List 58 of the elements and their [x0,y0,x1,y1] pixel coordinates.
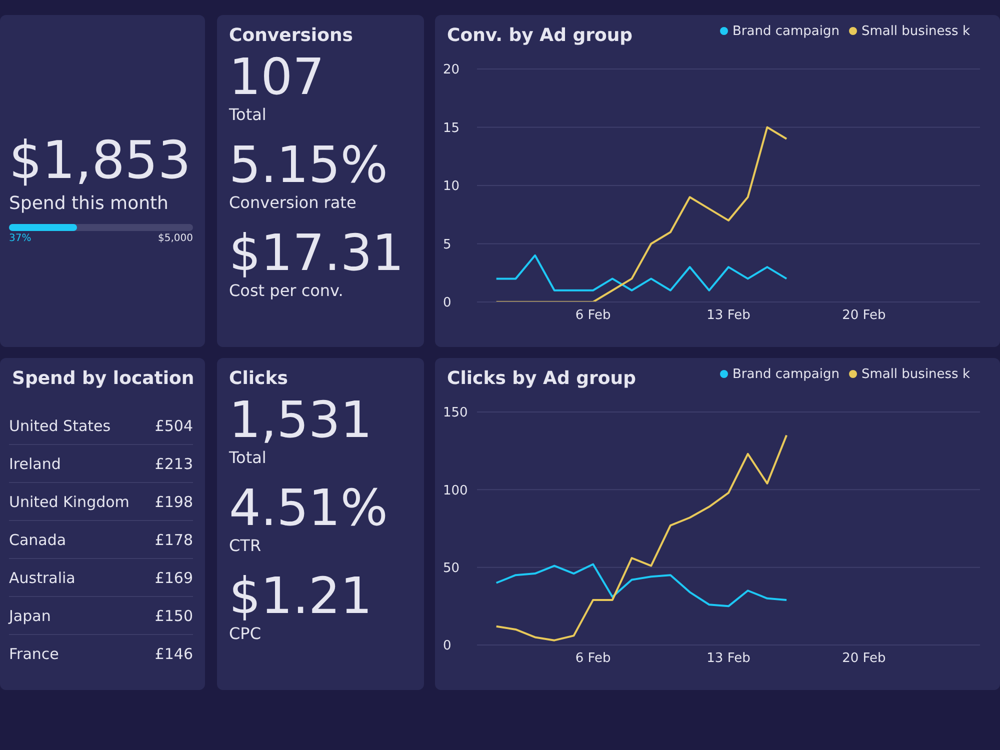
text: 5.15% [229,136,388,194]
text: Cost per conv. [229,281,344,300]
text: $1.21 [229,567,372,625]
legend-label: Small business k [861,24,970,39]
y-tick-label: 20 [443,62,460,78]
text: Conversions [229,25,353,46]
text: £213 [154,454,193,472]
text: France [9,644,59,662]
text: Ireland [9,454,61,472]
chart-title: Clicks by Ad group [447,368,636,389]
y-tick-label: 100 [443,483,468,498]
text: 37% [9,233,32,244]
line-series [495,563,788,608]
y-tick-label: 0 [443,296,452,311]
y-tick-label: 50 [443,560,460,576]
y-tick-label: 150 [443,406,468,421]
text: £169 [154,568,193,586]
text: £198 [154,492,193,510]
text: £150 [154,606,193,624]
text: 4.51% [229,479,388,537]
line-series [495,434,788,642]
line-series [495,254,788,292]
text: Conversion rate [229,193,356,212]
text: CTR [229,536,262,555]
text: Australia [9,568,76,586]
text: CPC [229,624,261,643]
text: £146 [154,644,193,662]
text: Total [229,105,266,124]
legend-label: Small business k [861,367,970,382]
x-tick-label: 20 Feb [842,651,886,666]
x-tick-label: 20 Feb [842,308,886,324]
text: 1,531 [229,391,372,449]
text: Canada [9,530,66,548]
text: Spend this month [9,193,168,214]
text: Clicks [229,368,288,389]
line-series [495,126,788,302]
text: $17.31 [229,224,404,282]
legend-label: Brand campaign [732,24,840,39]
chart-title: Conv. by Ad group [447,25,633,46]
text: $1,853 [9,131,191,191]
text: Total [229,448,266,467]
x-tick-label: 6 Feb [575,651,611,666]
y-tick-label: 10 [443,179,460,194]
text: Japan [9,606,51,624]
x-tick-label: 6 Feb [575,308,611,324]
x-tick-label: 13 Feb [706,308,750,324]
text: Spend by location [12,368,194,389]
text: United Kingdom [9,492,130,510]
text: 107 [229,48,324,106]
text: £178 [154,530,193,548]
legend-label: Brand campaign [732,367,840,382]
text: United States [9,416,111,434]
text: £504 [154,416,193,434]
y-tick-label: 15 [443,120,460,136]
x-tick-label: 13 Feb [706,651,750,666]
y-tick-label: 5 [443,237,452,252]
y-tick-label: 0 [443,638,452,654]
text: $5,000 [158,233,193,244]
